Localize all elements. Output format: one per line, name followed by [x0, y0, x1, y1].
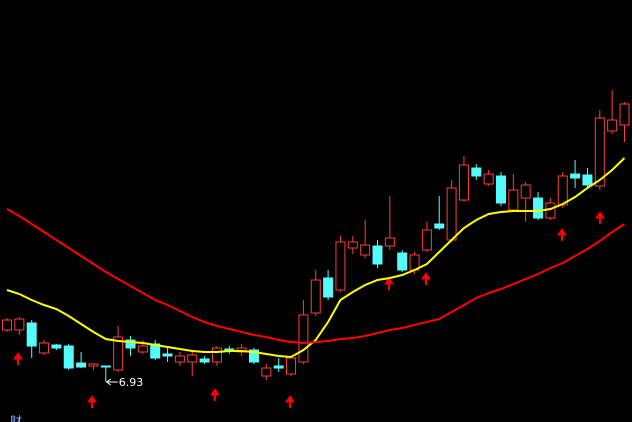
candle-body: [471, 167, 482, 177]
candle-body: [76, 362, 87, 368]
candle-body: [113, 336, 124, 371]
candle-body: [63, 345, 74, 369]
signal-arrows: [13, 211, 605, 408]
low-label: 6.93: [119, 376, 144, 389]
signal-arrow: [421, 272, 431, 285]
candle-body: [125, 339, 136, 349]
candle-body: [26, 322, 37, 347]
candle-body: [619, 103, 630, 126]
candle-body: [286, 357, 297, 375]
signal-arrow: [210, 388, 220, 401]
candle-body: [39, 342, 50, 354]
candle-body: [570, 173, 581, 179]
candle-body: [384, 237, 395, 247]
candle-body: [496, 175, 506, 204]
corner-label: 财: [10, 415, 22, 422]
candle-body: [421, 229, 432, 251]
candle-body: [137, 345, 148, 353]
candle-body: [14, 318, 25, 331]
candle-body: [458, 164, 469, 201]
candle-body: [323, 277, 334, 298]
candle-body: [261, 367, 272, 377]
candle-body: [273, 365, 284, 369]
candle-body: [310, 279, 321, 314]
candle-body: [446, 187, 457, 241]
low-pointer: [105, 378, 118, 386]
signal-arrow: [557, 228, 567, 241]
signal-arrow: [285, 395, 295, 408]
signal-arrow: [87, 395, 97, 408]
candle-body: [508, 189, 519, 211]
signal-arrow: [384, 277, 394, 290]
candle-body: [335, 241, 346, 291]
candle-body: [557, 175, 568, 206]
moving-average-line: [6, 157, 626, 359]
candle-body: [360, 244, 371, 256]
candle-body: [483, 173, 494, 185]
candle-body: [298, 314, 309, 363]
moving-average-line: [6, 208, 626, 345]
candle-body: [582, 174, 593, 186]
candle-body: [434, 223, 445, 229]
candle-body: [533, 197, 544, 219]
signal-arrow: [13, 352, 23, 365]
candle-body: [2, 319, 12, 331]
candle-body: [607, 119, 618, 132]
candle-body: [100, 365, 111, 368]
candle-body: [372, 245, 383, 265]
candle-body: [88, 363, 99, 367]
signal-arrow: [595, 211, 605, 224]
candle-body: [397, 252, 408, 271]
candle-body: [187, 354, 198, 363]
candle-body: [174, 355, 185, 363]
candle-body: [162, 353, 173, 357]
candle-body: [347, 241, 358, 249]
candle-body: [594, 117, 605, 187]
candle-body: [199, 358, 210, 363]
candle-body: [520, 184, 531, 199]
candle-body: [249, 349, 259, 363]
candle-body: [211, 347, 222, 363]
candle-body: [51, 344, 62, 349]
